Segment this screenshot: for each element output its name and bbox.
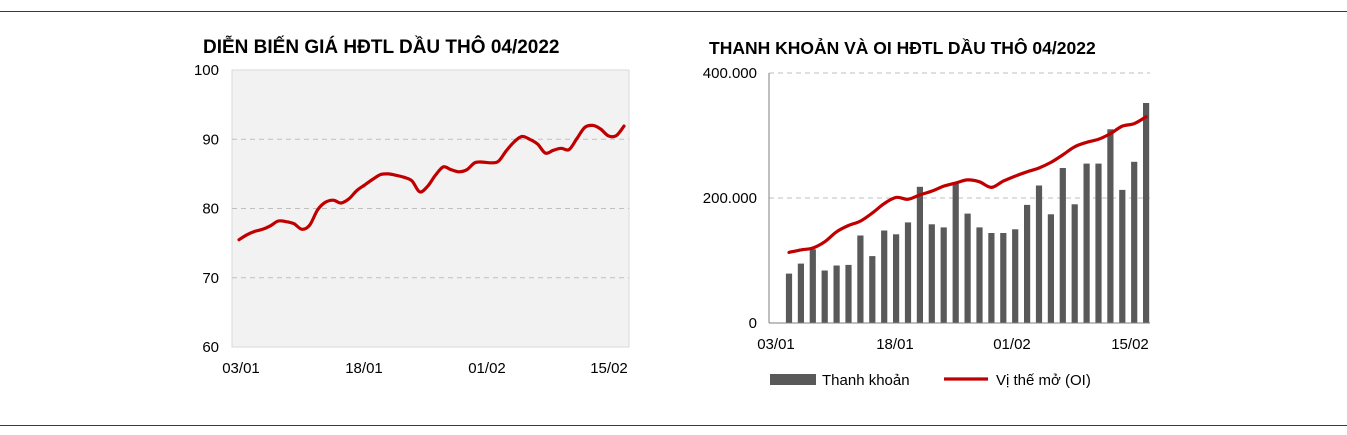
x-tick-label: 18/01 xyxy=(876,336,914,353)
y-tick-label: 70 xyxy=(202,270,219,287)
y-tick-label: 90 xyxy=(202,131,219,148)
liquidity-bar xyxy=(893,234,900,324)
y-tick-label: 200.000 xyxy=(703,190,757,207)
x-tick-label: 18/01 xyxy=(345,360,383,377)
liquidity-bar xyxy=(1119,189,1126,323)
liquidity-bar xyxy=(928,224,935,324)
y-tick-label: 0 xyxy=(749,315,757,332)
liquidity-bar xyxy=(1107,129,1114,324)
y-tick-label: 100 xyxy=(194,62,219,79)
liquidity-bar xyxy=(1071,204,1078,324)
liquidity-bar xyxy=(1047,214,1054,324)
x-tick-label: 03/01 xyxy=(757,336,795,353)
liquidity-bar xyxy=(904,222,912,323)
legend: Thanh khoản Vị thế mở (OI) xyxy=(770,372,1091,389)
price-series-line xyxy=(237,123,626,242)
liquidity-oi-chart: 0 200.000 400.000 03/01 18/01 01/02 15/02 xyxy=(703,65,1150,353)
liquidity-bar xyxy=(1059,168,1066,323)
liquidity-chart-title: THANH KHOẢN VÀ OI HĐTL DẦU THÔ 04/2022 xyxy=(709,38,1096,58)
x-tick-label: 15/02 xyxy=(590,360,628,377)
liquidity-bar xyxy=(916,186,923,324)
liquidity-bar xyxy=(964,213,971,323)
liquidity-bar xyxy=(988,233,995,323)
liquidity-bar xyxy=(976,227,983,323)
oi-series-line xyxy=(787,115,1148,254)
x-tick-label: 01/02 xyxy=(468,360,506,377)
y-tick-label: 80 xyxy=(202,201,219,218)
liquidity-bar xyxy=(952,182,959,323)
legend-swatch-liquidity xyxy=(770,374,816,385)
liquidity-bar xyxy=(1035,185,1043,323)
liquidity-bar xyxy=(1083,163,1090,323)
x-tick-label: 01/02 xyxy=(993,336,1031,353)
liquidity-bar xyxy=(809,249,816,324)
liquidity-bar xyxy=(1143,103,1150,323)
liquidity-bar xyxy=(1131,161,1138,324)
top-divider xyxy=(0,11,1347,12)
x-tick-label: 15/02 xyxy=(1111,336,1149,353)
y-tick-label: 400.000 xyxy=(703,65,757,82)
liquidity-bar xyxy=(845,264,852,323)
legend-label-oi: Vị thế mở (OI) xyxy=(996,372,1091,389)
price-line-chart: 60 70 80 90 100 03/01 18/01 01/02 15/02 xyxy=(194,62,630,377)
price-chart-title: DIỄN BIẾN GIÁ HĐTL DẦU THÔ 04/2022 xyxy=(203,37,560,58)
liquidity-bar xyxy=(940,227,947,323)
liquidity-bar xyxy=(785,273,793,323)
liquidity-bar xyxy=(1000,233,1007,323)
legend-label-liquidity: Thanh khoản xyxy=(822,372,910,389)
liquidity-bar xyxy=(869,256,876,323)
y-tick-label: 60 xyxy=(202,339,219,356)
x-tick-label: 03/01 xyxy=(222,360,260,377)
liquidity-bar xyxy=(797,263,804,323)
liquidity-bar xyxy=(1095,163,1102,323)
liquidity-bar xyxy=(881,230,888,323)
liquidity-bar xyxy=(1024,204,1031,323)
liquidity-bar xyxy=(1012,229,1019,324)
liquidity-bar xyxy=(833,265,840,323)
liquidity-bar xyxy=(857,235,864,323)
bottom-divider xyxy=(0,425,1347,426)
liquidity-bar xyxy=(821,270,828,323)
